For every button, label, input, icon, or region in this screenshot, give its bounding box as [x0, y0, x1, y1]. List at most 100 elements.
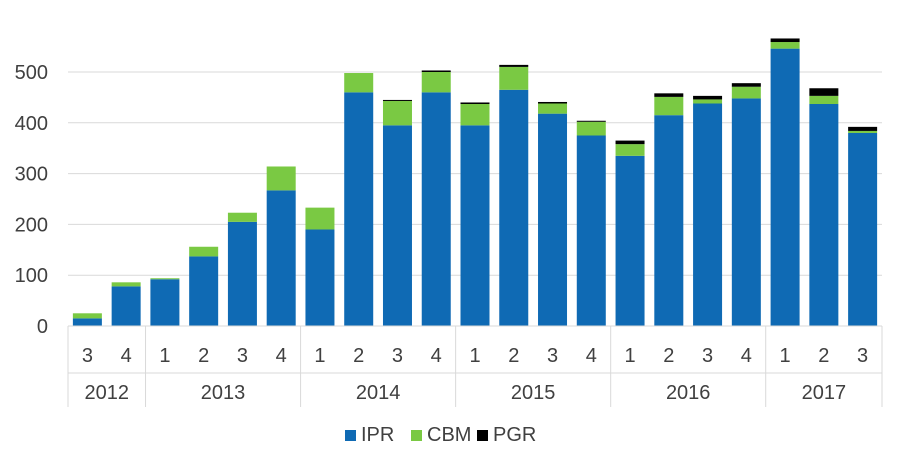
bar-ipr-11 — [499, 90, 528, 326]
bar-ipr-9 — [422, 92, 451, 326]
bar-pgr-15 — [654, 93, 683, 97]
bar-cbm-7 — [344, 73, 373, 92]
bar-pgr-17 — [732, 83, 761, 87]
legend-swatch — [345, 430, 356, 441]
bar-ipr-3 — [189, 256, 218, 326]
y-tick-label: 100 — [15, 265, 48, 287]
x-quarter-label: 4 — [431, 345, 442, 367]
bar-cbm-16 — [693, 99, 722, 103]
bar-pgr-10 — [461, 102, 490, 104]
bar-ipr-14 — [616, 156, 645, 326]
x-quarter-label: 3 — [237, 345, 248, 367]
legend-label: IPR — [361, 424, 394, 446]
bar-cbm-18 — [771, 42, 800, 49]
bar-pgr-9 — [422, 70, 451, 72]
bar-cbm-10 — [461, 104, 490, 125]
bar-pgr-20 — [848, 127, 877, 131]
x-quarter-label: 2 — [198, 345, 209, 367]
x-quarter-label: 1 — [624, 345, 635, 367]
x-quarter-label: 4 — [586, 345, 597, 367]
chart-container: 0100200300400500341234123412341234123201… — [0, 0, 900, 465]
bar-ipr-1 — [112, 286, 141, 326]
bar-cbm-14 — [616, 144, 645, 156]
y-tick-label: 0 — [37, 316, 48, 338]
x-quarter-label: 4 — [121, 345, 132, 367]
bar-cbm-12 — [538, 103, 567, 113]
x-quarter-label: 2 — [353, 345, 364, 367]
bar-cbm-17 — [732, 87, 761, 99]
bar-cbm-6 — [305, 208, 334, 230]
bar-pgr-14 — [616, 141, 645, 145]
bar-ipr-17 — [732, 98, 761, 326]
bar-ipr-5 — [267, 190, 296, 326]
x-quarter-label: 4 — [276, 345, 287, 367]
bars-group — [73, 38, 877, 326]
x-year-label: 2017 — [802, 382, 847, 404]
bar-cbm-3 — [189, 247, 218, 257]
bar-cbm-0 — [73, 313, 102, 318]
legend: IPR CBM PGR — [345, 424, 536, 446]
legend-item-cbm: CBM — [411, 424, 471, 446]
bar-pgr-11 — [499, 65, 528, 67]
bar-ipr-0 — [73, 318, 102, 326]
bar-ipr-6 — [305, 229, 334, 326]
y-tick-label: 500 — [15, 62, 48, 84]
bar-pgr-13 — [577, 121, 606, 122]
x-year-label: 2012 — [85, 382, 130, 404]
bar-cbm-20 — [848, 131, 877, 133]
legend-swatch — [477, 430, 488, 441]
legend-item-ipr: IPR — [345, 424, 394, 446]
bar-ipr-2 — [150, 279, 179, 326]
bar-ipr-7 — [344, 92, 373, 326]
x-quarter-label: 4 — [741, 345, 752, 367]
bar-ipr-12 — [538, 114, 567, 326]
x-quarter-label: 2 — [508, 345, 519, 367]
x-quarter-label: 2 — [818, 345, 829, 367]
bar-pgr-8 — [383, 100, 412, 101]
bar-ipr-10 — [461, 125, 490, 326]
x-quarter-label: 3 — [702, 345, 713, 367]
bar-cbm-19 — [809, 96, 838, 104]
x-year-label: 2016 — [666, 382, 711, 404]
bar-pgr-16 — [693, 96, 722, 100]
bar-pgr-12 — [538, 102, 567, 104]
bar-ipr-18 — [771, 49, 800, 326]
legend-label: PGR — [493, 424, 536, 446]
x-quarter-label: 1 — [469, 345, 480, 367]
x-quarter-label: 3 — [392, 345, 403, 367]
x-quarter-label: 3 — [82, 345, 93, 367]
bar-pgr-18 — [771, 38, 800, 42]
x-quarter-label: 1 — [159, 345, 170, 367]
bar-cbm-11 — [499, 67, 528, 90]
bar-pgr-19 — [809, 88, 838, 96]
x-quarter-label: 2 — [663, 345, 674, 367]
bar-ipr-8 — [383, 125, 412, 326]
stacked-bar-chart: 0100200300400500341234123412341234123201… — [0, 0, 900, 465]
y-tick-label: 200 — [15, 214, 48, 236]
bar-cbm-9 — [422, 72, 451, 92]
x-year-label: 2015 — [511, 382, 556, 404]
x-year-label: 2014 — [356, 382, 401, 404]
bar-cbm-2 — [150, 278, 179, 279]
bar-cbm-5 — [267, 166, 296, 190]
bar-cbm-1 — [112, 282, 141, 286]
legend-swatch — [411, 430, 422, 441]
x-quarter-label: 1 — [780, 345, 791, 367]
bar-ipr-4 — [228, 222, 257, 326]
bar-ipr-16 — [693, 103, 722, 326]
x-quarter-label: 1 — [314, 345, 325, 367]
x-quarter-label: 3 — [857, 345, 868, 367]
bar-ipr-19 — [809, 104, 838, 326]
bar-cbm-8 — [383, 101, 412, 125]
bar-ipr-15 — [654, 115, 683, 326]
bar-ipr-20 — [848, 133, 877, 326]
legend-label: CBM — [427, 424, 471, 446]
legend-item-pgr: PGR — [477, 424, 536, 446]
x-quarter-label: 3 — [547, 345, 558, 367]
x-year-label: 2013 — [201, 382, 246, 404]
bar-cbm-13 — [577, 122, 606, 136]
bar-cbm-15 — [654, 97, 683, 115]
bar-cbm-4 — [228, 213, 257, 222]
bar-ipr-13 — [577, 136, 606, 327]
y-tick-label: 400 — [15, 113, 48, 135]
